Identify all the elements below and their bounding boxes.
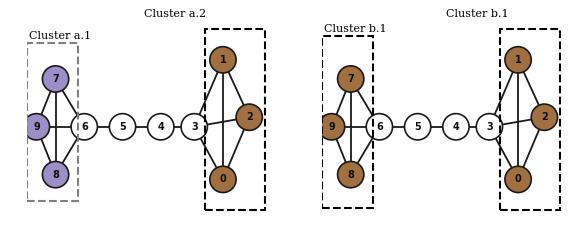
Text: 6: 6 bbox=[81, 122, 88, 132]
Circle shape bbox=[42, 162, 69, 188]
Text: 5: 5 bbox=[119, 122, 126, 132]
Bar bbox=[27, 43, 78, 201]
Text: Cluster a.1: Cluster a.1 bbox=[29, 31, 91, 41]
Circle shape bbox=[505, 166, 531, 193]
Text: 8: 8 bbox=[52, 170, 59, 180]
Circle shape bbox=[148, 114, 174, 140]
Text: 8: 8 bbox=[348, 170, 354, 180]
Text: 0: 0 bbox=[219, 174, 226, 184]
Text: 7: 7 bbox=[52, 74, 59, 84]
Bar bbox=[205, 29, 265, 211]
Circle shape bbox=[181, 114, 208, 140]
Text: 7: 7 bbox=[348, 74, 354, 84]
Text: 4: 4 bbox=[158, 122, 164, 132]
Circle shape bbox=[338, 66, 364, 92]
Text: 5: 5 bbox=[415, 122, 421, 132]
Circle shape bbox=[505, 47, 531, 73]
Circle shape bbox=[338, 162, 364, 188]
Circle shape bbox=[476, 114, 503, 140]
Text: 6: 6 bbox=[376, 122, 383, 132]
Bar bbox=[500, 29, 560, 211]
Text: 4: 4 bbox=[453, 122, 459, 132]
Text: 9: 9 bbox=[328, 122, 335, 132]
Text: 9: 9 bbox=[33, 122, 40, 132]
Circle shape bbox=[236, 104, 262, 130]
Text: 3: 3 bbox=[486, 122, 493, 132]
Circle shape bbox=[319, 114, 345, 140]
Circle shape bbox=[531, 104, 557, 130]
Text: 3: 3 bbox=[191, 122, 198, 132]
Text: 2: 2 bbox=[246, 112, 253, 122]
Circle shape bbox=[24, 114, 49, 140]
Text: 0: 0 bbox=[514, 174, 522, 184]
Circle shape bbox=[366, 114, 393, 140]
Circle shape bbox=[443, 114, 469, 140]
Text: Cluster b.1: Cluster b.1 bbox=[446, 9, 509, 19]
Circle shape bbox=[405, 114, 431, 140]
Circle shape bbox=[210, 47, 236, 73]
Circle shape bbox=[109, 114, 136, 140]
Text: Cluster b.1: Cluster b.1 bbox=[325, 23, 387, 33]
Circle shape bbox=[42, 66, 69, 92]
Bar bbox=[322, 36, 373, 208]
Text: 1: 1 bbox=[219, 55, 226, 65]
Text: Cluster a.2: Cluster a.2 bbox=[144, 9, 206, 19]
Circle shape bbox=[210, 166, 236, 193]
Text: 2: 2 bbox=[541, 112, 548, 122]
Circle shape bbox=[71, 114, 98, 140]
Text: 1: 1 bbox=[514, 55, 522, 65]
